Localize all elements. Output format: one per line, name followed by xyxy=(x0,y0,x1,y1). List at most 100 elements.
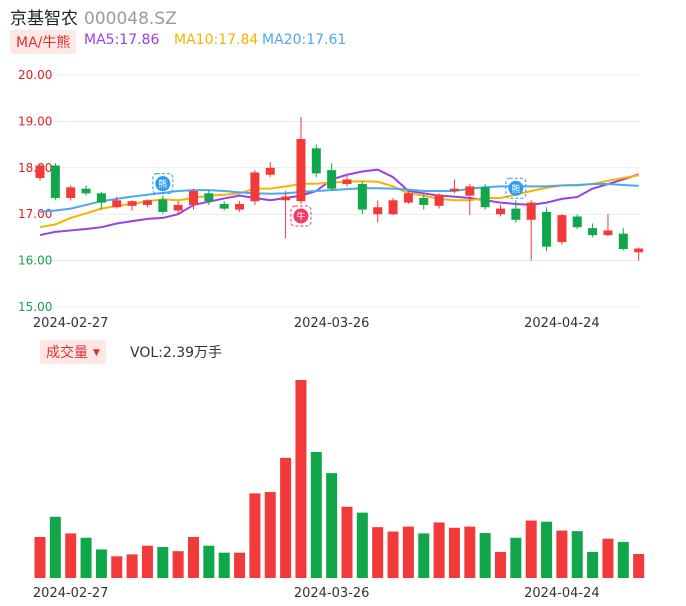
candle-body xyxy=(496,208,505,215)
volume-bar xyxy=(234,552,246,578)
volume-bar xyxy=(510,537,522,578)
candle-body xyxy=(219,203,229,209)
volume-bar xyxy=(541,521,553,578)
volume-x-tick-label: 2024-03-26 xyxy=(294,586,370,601)
ma5-legend: MA5:17.86 xyxy=(84,32,160,48)
volume-bar xyxy=(34,537,46,578)
volume-bar xyxy=(448,527,460,578)
volume-bar xyxy=(571,531,583,578)
volume-bar xyxy=(295,380,307,578)
price-x-tick-label: 2024-04-24 xyxy=(524,316,600,331)
dropdown-triangle-icon: ▼ xyxy=(93,348,100,358)
candle-body xyxy=(142,200,152,205)
candle-body xyxy=(542,211,552,247)
candle-body xyxy=(465,186,475,196)
volume-bar xyxy=(418,533,430,578)
stock-code: 000048.SZ xyxy=(84,9,177,29)
volume-bar xyxy=(479,533,491,578)
price-x-tick-label: 2024-03-26 xyxy=(294,316,370,331)
volume-bar xyxy=(203,545,215,578)
stock-name: 京基智农 xyxy=(10,9,78,29)
volume-bar xyxy=(602,538,614,578)
price-y-tick-label: 18.00 xyxy=(18,161,52,175)
volume-bar xyxy=(464,526,476,578)
marker-label: 熊 xyxy=(158,178,167,190)
marker-frame xyxy=(152,173,174,195)
volume-bar xyxy=(95,549,107,578)
volume-bar xyxy=(218,552,230,578)
volume-bar xyxy=(157,547,169,578)
volume-indicator-label: 成交量 xyxy=(46,345,88,361)
candle-body xyxy=(127,201,137,206)
candle-body xyxy=(281,196,291,201)
volume-bar xyxy=(126,554,138,578)
candle-body xyxy=(603,230,613,236)
ma10-line xyxy=(39,174,639,229)
volume-value: VOL:2.39万手 xyxy=(130,345,223,361)
price-x-tick-label: 2024-02-27 xyxy=(33,316,109,331)
volume-bar xyxy=(172,551,184,578)
price-y-tick-label: 16.00 xyxy=(18,254,52,268)
marker-label: 熊 xyxy=(511,183,520,195)
marker-badge xyxy=(508,180,524,196)
volume-x-axis: 2024-02-27 2024-03-26 2024-04-24 xyxy=(33,586,600,601)
candle-body xyxy=(327,170,337,189)
candle-body xyxy=(403,193,413,203)
price-y-axis: 20.00 19.00 18.00 17.00 16.00 15.00 xyxy=(18,68,52,314)
candle-body xyxy=(572,216,582,228)
volume-bar xyxy=(341,506,353,578)
candle-body xyxy=(66,187,76,198)
ma20-legend: MA20:17.61 xyxy=(262,32,347,48)
volume-bar xyxy=(65,533,77,578)
volume-bar xyxy=(525,520,537,578)
candle-body xyxy=(296,139,306,202)
candle-body xyxy=(265,167,275,175)
candle-body xyxy=(588,228,598,236)
bull-marker-icon: 牛 xyxy=(290,205,312,227)
candle-body xyxy=(235,203,245,210)
volume-bar xyxy=(188,537,199,578)
candle-body xyxy=(112,200,122,208)
candle-body xyxy=(449,188,459,191)
volume-bar xyxy=(80,537,92,578)
bull-bear-markers: 熊牛 熊 xyxy=(152,173,527,227)
candlesticks xyxy=(35,116,644,261)
candle-body xyxy=(342,179,352,185)
candle-body xyxy=(419,197,429,205)
volume-bar xyxy=(111,556,123,578)
volume-bar xyxy=(141,545,153,578)
stock-title: 京基智农 000048.SZ xyxy=(10,4,177,29)
volume-bars xyxy=(34,380,645,578)
volume-bar xyxy=(387,531,399,578)
price-y-tick-label: 15.00 xyxy=(18,300,52,314)
candle-body xyxy=(250,172,260,202)
price-y-tick-label: 17.00 xyxy=(18,207,52,221)
moving-average-lines xyxy=(39,168,639,237)
ma-indicator-selector[interactable]: MA/牛熊 xyxy=(10,30,77,54)
candle-body xyxy=(557,215,567,243)
bear-marker-icon: 熊 xyxy=(505,177,527,199)
candle-body xyxy=(434,194,444,206)
price-grid xyxy=(30,74,640,308)
ma5-line xyxy=(39,168,639,237)
volume-bar xyxy=(587,551,599,578)
volume-x-tick-label: 2024-02-27 xyxy=(33,586,109,601)
candle-body xyxy=(81,188,91,194)
volume-bar xyxy=(249,493,261,578)
candle-body xyxy=(189,191,198,205)
candle-body xyxy=(173,204,183,211)
price-y-tick-label: 20.00 xyxy=(18,68,52,82)
volume-bar xyxy=(495,551,506,578)
ma20-line xyxy=(39,183,639,213)
candle-body xyxy=(388,200,398,215)
price-y-tick-label: 19.00 xyxy=(18,114,52,128)
volume-bar xyxy=(633,554,645,578)
volume-bar xyxy=(49,516,61,578)
candle-body xyxy=(357,184,367,210)
volume-indicator-selector[interactable]: 成交量 ▼ xyxy=(40,340,106,364)
volume-bar xyxy=(433,522,445,578)
candle-body xyxy=(511,208,521,220)
marker-badge xyxy=(155,176,171,192)
marker-frame xyxy=(505,177,527,199)
